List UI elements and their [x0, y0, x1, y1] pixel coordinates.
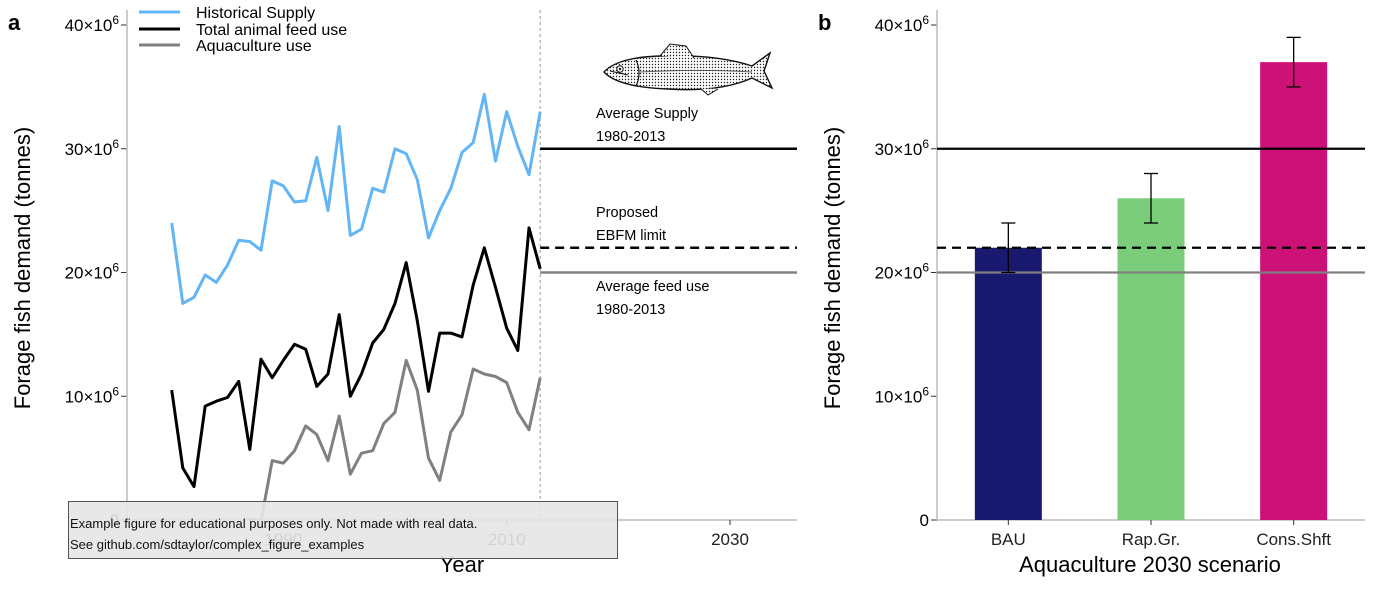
panel-b-ytick-label: 0	[920, 511, 929, 530]
panel-b-error-bars	[1001, 36, 1301, 274]
disclaimer-note: Example figure for educational purposes …	[68, 501, 618, 559]
legend-label-historical-supply: Historical Supply	[196, 5, 315, 22]
panel-b: b 0 10×106 20×106 30×106 40×106 BAU Rap.Gr. Co…	[818, 10, 1365, 577]
panel-a-y-title: Forage fish demand (tonnes)	[10, 127, 35, 410]
panel-b-ytick-label: 40×106	[875, 13, 930, 35]
panel-a-ytick-label: 30×106	[65, 137, 120, 159]
panel-a-ytick-label: 40×106	[65, 13, 120, 35]
panel-a-annotations: Average Supply 1980-2013 Proposed EBFM l…	[596, 106, 709, 318]
panel-a-reference-lines	[540, 147, 797, 274]
panel-b-tag: b	[818, 10, 831, 35]
series-line-total-animal-feed-use	[170, 226, 542, 489]
bar-rap-gr	[1117, 198, 1185, 520]
forage-fish-icon	[603, 43, 774, 96]
annotation-proposed: Proposed	[596, 205, 658, 221]
annotation-average-feed-years: 1980-2013	[596, 302, 665, 318]
panel-a-xtick-label: 2030	[711, 530, 749, 549]
panel-a-legend: Historical Supply Total animal feed use …	[139, 5, 347, 55]
panel-b-ytick-label: 20×106	[875, 261, 930, 283]
panel-a-ytick-label: 10×106	[65, 384, 120, 406]
panel-b-x-title: Aquaculture 2030 scenario	[1019, 552, 1281, 577]
series-line-aquaculture-use	[246, 358, 542, 520]
series-line-historical-supply	[170, 92, 542, 305]
panel-b-xtick-label-bau: BAU	[991, 530, 1026, 549]
annotation-average-feed-use: Average feed use	[596, 279, 709, 295]
panel-b-y-ticks: 0 10×106 20×106 30×106 40×106	[875, 13, 937, 530]
annotation-average-supply-years: 1980-2013	[596, 129, 665, 145]
panel-b-ytick-label: 10×106	[875, 384, 930, 406]
panel-b-x-ticks: BAU Rap.Gr. Cons.Shft	[991, 520, 1331, 549]
bar-bau	[974, 247, 1042, 520]
panel-a-ytick-label: 20×106	[65, 261, 120, 283]
annotation-ebfm-limit: EBFM limit	[596, 228, 666, 244]
disclaimer-line-2: See github.com/sdtaylor/complex_figure_e…	[70, 537, 365, 552]
panel-a-tag: a	[8, 10, 21, 35]
panel-a-series	[170, 92, 542, 520]
panel-b-y-title: Forage fish demand (tonnes)	[820, 127, 845, 410]
panel-b-bars	[974, 62, 1328, 520]
bar-cons-shft	[1260, 62, 1328, 520]
annotation-average-supply: Average Supply	[596, 106, 699, 122]
panel-b-xtick-label-cons-shft: Cons.Shft	[1256, 530, 1331, 549]
panel-b-ytick-label: 30×106	[875, 137, 930, 159]
legend-label-aquaculture-use: Aquaculture use	[196, 38, 312, 55]
panel-b-xtick-label-rap-gr: Rap.Gr.	[1122, 530, 1181, 549]
disclaimer-line-1: Example figure for educational purposes …	[70, 516, 478, 531]
legend-label-total-feed-use: Total animal feed use	[196, 22, 347, 39]
